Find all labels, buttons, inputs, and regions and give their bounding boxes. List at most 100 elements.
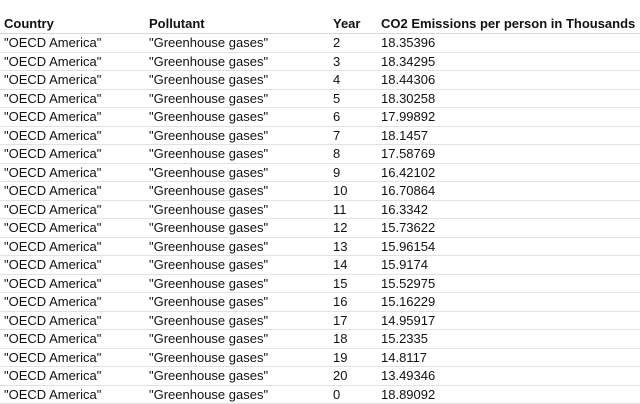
year-cell: 19 — [329, 348, 377, 367]
year-cell: 10 — [329, 181, 377, 201]
emissions-cell: 13.49346 — [377, 366, 640, 386]
emissions-cell: 15.73622 — [377, 218, 640, 238]
year-cell: 17 — [329, 311, 377, 330]
table-row: "OECD America" "Greenhouse gases" 7 18.1457 — [0, 126, 640, 145]
pollutant-cell: "Greenhouse gases" — [145, 329, 329, 349]
table-row: "OECD America" "Greenhouse gases" 10 16.708… — [0, 181, 640, 201]
year-cell: 3 — [329, 52, 377, 71]
table-row: "OECD America" "Greenhouse gases" 3 18.3429… — [0, 52, 640, 71]
table-row: "OECD America" "Greenhouse gases" 5 18.3025… — [0, 89, 640, 108]
emissions-cell: 16.3342 — [377, 200, 640, 219]
pollutant-cell: "Greenhouse gases" — [145, 385, 329, 404]
pollutant-cell: "Greenhouse gases" — [145, 70, 329, 90]
emissions-cell: 17.58769 — [377, 144, 640, 164]
emissions-cell: 18.35396 — [377, 33, 640, 53]
year-cell: 0 — [329, 385, 377, 404]
table-row: "OECD America" "Greenhouse gases" 14 15.917… — [0, 255, 640, 275]
emissions-cell: 18.30258 — [377, 89, 640, 108]
country-cell: "OECD America" — [0, 33, 145, 53]
year-cell: 13 — [329, 237, 377, 256]
country-cell: "OECD America" — [0, 144, 145, 164]
pollutant-cell: "Greenhouse gases" — [145, 181, 329, 201]
pollutant-cell: "Greenhouse gases" — [145, 144, 329, 164]
year-cell: 11 — [329, 200, 377, 219]
table-row: "OECD America" "Greenhouse gases" 16 15.162… — [0, 292, 640, 312]
table-row: "OECD America" "Greenhouse gases" 4 18.4430… — [0, 70, 640, 90]
column-header-pollutant: Pollutant — [145, 14, 329, 34]
country-cell: "OECD America" — [0, 292, 145, 312]
table-body: "OECD America" "Greenhouse gases" 2 18.3539… — [0, 33, 640, 404]
country-cell: "OECD America" — [0, 163, 145, 182]
table-row: "OECD America" "Greenhouse gases" 9 16.4210… — [0, 163, 640, 182]
pollutant-cell: "Greenhouse gases" — [145, 107, 329, 127]
table-row: "OECD America" "Greenhouse gases" 19 14.811… — [0, 348, 640, 367]
emissions-cell: 18.89092 — [377, 385, 640, 404]
emissions-cell: 15.52975 — [377, 274, 640, 293]
country-cell: "OECD America" — [0, 348, 145, 367]
emissions-cell: 18.34295 — [377, 52, 640, 71]
table-row: "OECD America" "Greenhouse gases" 15 15.529… — [0, 274, 640, 293]
year-cell: 2 — [329, 33, 377, 53]
country-cell: "OECD America" — [0, 89, 145, 108]
year-cell: 12 — [329, 218, 377, 238]
table-row: "OECD America" "Greenhouse gases" 11 16.334… — [0, 200, 640, 219]
year-cell: 9 — [329, 163, 377, 182]
country-cell: "OECD America" — [0, 200, 145, 219]
country-cell: "OECD America" — [0, 218, 145, 238]
emissions-cell: 18.1457 — [377, 126, 640, 145]
pollutant-cell: "Greenhouse gases" — [145, 200, 329, 219]
pollutant-cell: "Greenhouse gases" — [145, 274, 329, 293]
year-cell: 7 — [329, 126, 377, 145]
table-header-row: Country Pollutant Year CO2 Emissions per… — [0, 14, 640, 34]
pollutant-cell: "Greenhouse gases" — [145, 163, 329, 182]
emissions-cell: 15.96154 — [377, 237, 640, 256]
table-row: "OECD America" "Greenhouse gases" 13 15.961… — [0, 237, 640, 256]
data-table: Country Pollutant Year CO2 Emissions per… — [0, 14, 640, 404]
table-row: "OECD America" "Greenhouse gases" 17 14.959… — [0, 311, 640, 330]
country-cell: "OECD America" — [0, 52, 145, 71]
year-cell: 14 — [329, 255, 377, 275]
emissions-cell: 14.8117 — [377, 348, 640, 367]
pollutant-cell: "Greenhouse gases" — [145, 292, 329, 312]
table-row: "OECD America" "Greenhouse gases" 2 18.3539… — [0, 33, 640, 53]
country-cell: "OECD America" — [0, 237, 145, 256]
pollutant-cell: "Greenhouse gases" — [145, 255, 329, 275]
column-header-country: Country — [0, 14, 145, 34]
year-cell: 5 — [329, 89, 377, 108]
year-cell: 20 — [329, 366, 377, 386]
country-cell: "OECD America" — [0, 255, 145, 275]
emissions-cell: 14.95917 — [377, 311, 640, 330]
table-row: "OECD America" "Greenhouse gases" 18 15.233… — [0, 329, 640, 349]
emissions-cell: 16.70864 — [377, 181, 640, 201]
table-row: "OECD America" "Greenhouse gases" 0 18.8909… — [0, 385, 640, 404]
column-header-year: Year — [329, 14, 377, 34]
year-cell: 15 — [329, 274, 377, 293]
pollutant-cell: "Greenhouse gases" — [145, 311, 329, 330]
year-cell: 8 — [329, 144, 377, 164]
table-row: "OECD America" "Greenhouse gases" 8 17.5876… — [0, 144, 640, 164]
emissions-cell: 17.99892 — [377, 107, 640, 127]
country-cell: "OECD America" — [0, 126, 145, 145]
emissions-cell: 15.9174 — [377, 255, 640, 275]
country-cell: "OECD America" — [0, 366, 145, 386]
year-cell: 4 — [329, 70, 377, 90]
year-cell: 16 — [329, 292, 377, 312]
country-cell: "OECD America" — [0, 274, 145, 293]
pollutant-cell: "Greenhouse gases" — [145, 218, 329, 238]
table-row: "OECD America" "Greenhouse gases" 12 15.736… — [0, 218, 640, 238]
country-cell: "OECD America" — [0, 181, 145, 201]
pollutant-cell: "Greenhouse gases" — [145, 366, 329, 386]
pollutant-cell: "Greenhouse gases" — [145, 52, 329, 71]
pollutant-cell: "Greenhouse gases" — [145, 89, 329, 108]
table-row: "OECD America" "Greenhouse gases" 6 17.9989… — [0, 107, 640, 127]
emissions-cell: 16.42102 — [377, 163, 640, 182]
emissions-cell: 15.2335 — [377, 329, 640, 349]
country-cell: "OECD America" — [0, 329, 145, 349]
pollutant-cell: "Greenhouse gases" — [145, 126, 329, 145]
emissions-cell: 18.44306 — [377, 70, 640, 90]
country-cell: "OECD America" — [0, 385, 145, 404]
year-cell: 18 — [329, 329, 377, 349]
pollutant-cell: "Greenhouse gases" — [145, 33, 329, 53]
emissions-cell: 15.16229 — [377, 292, 640, 312]
pollutant-cell: "Greenhouse gases" — [145, 237, 329, 256]
